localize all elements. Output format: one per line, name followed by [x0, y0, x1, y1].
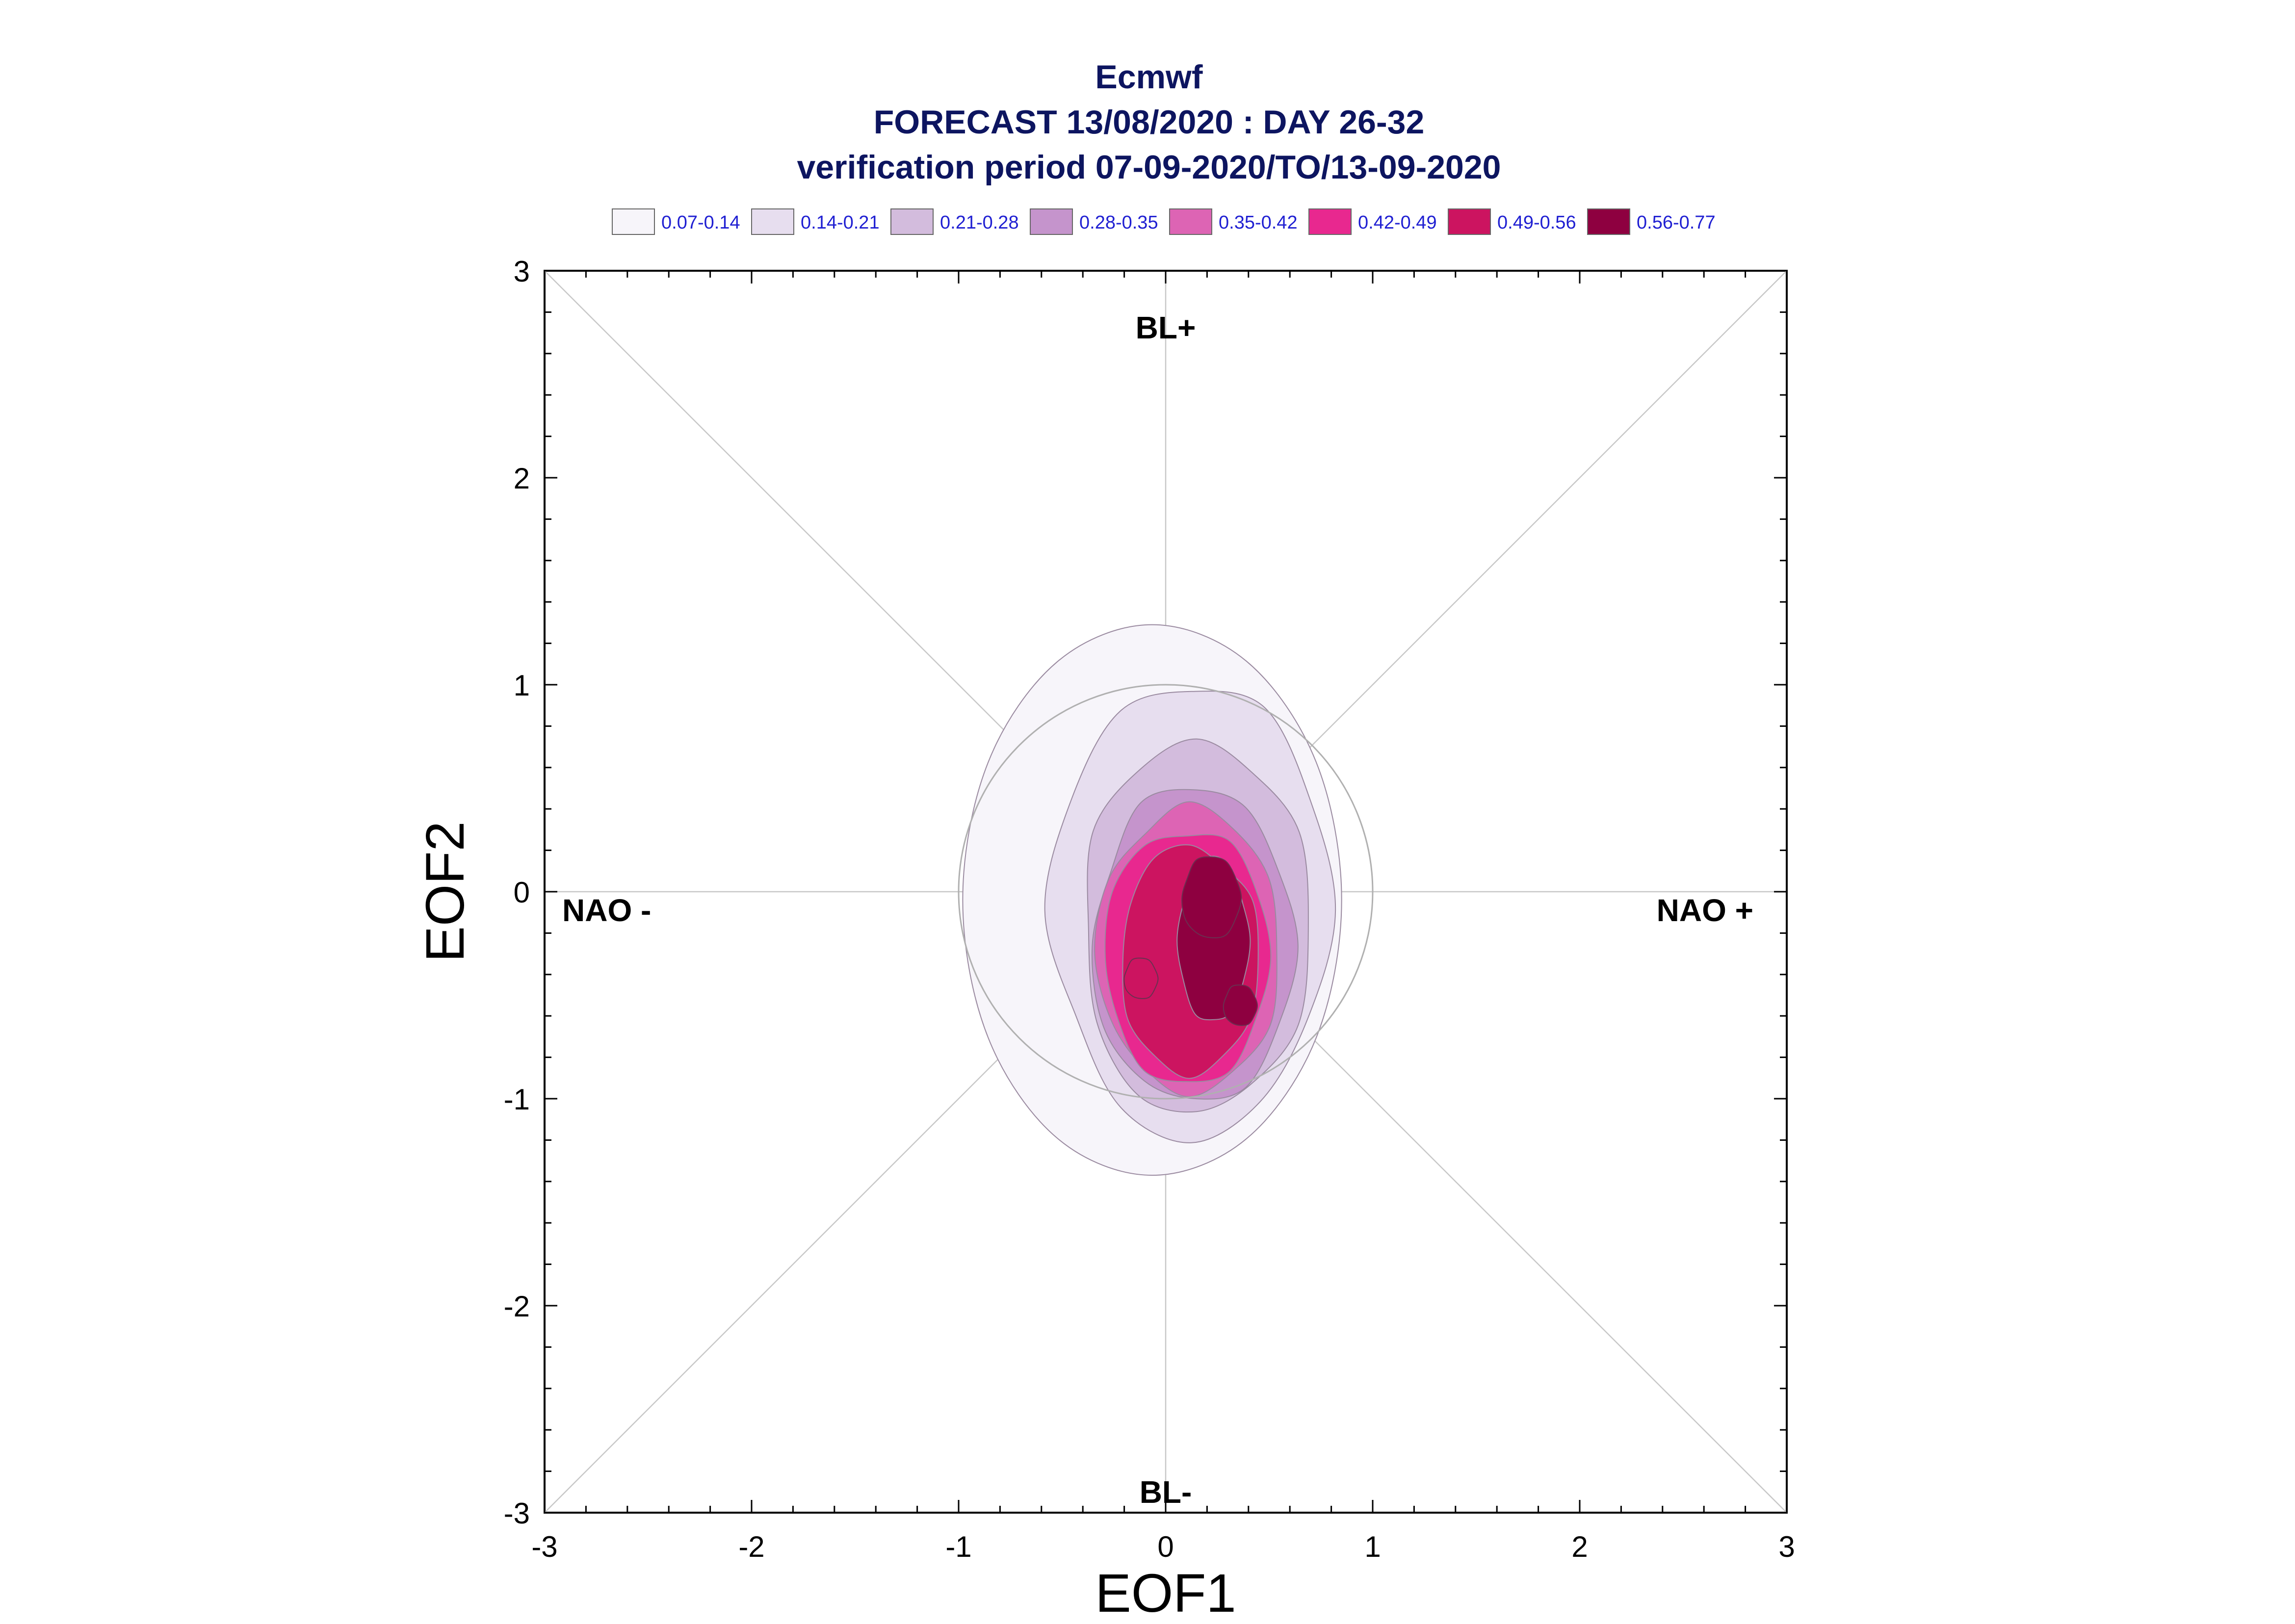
legend-item: 0.35-0.42	[1169, 208, 1298, 235]
x-tick-label: -1	[945, 1530, 971, 1563]
legend-item: 0.42-0.49	[1308, 208, 1437, 235]
legend-swatch	[1587, 208, 1630, 235]
legend-swatch	[751, 208, 794, 235]
density-contours	[962, 624, 1342, 1176]
y-tick-label: 0	[514, 876, 530, 909]
legend-swatch	[612, 208, 655, 235]
y-tick-label: 1	[514, 669, 530, 702]
legend-label: 0.42-0.49	[1358, 212, 1437, 233]
x-tick-label: 1	[1364, 1530, 1381, 1563]
y-tick-label: 2	[514, 462, 530, 495]
y-axis-title: EOF2	[415, 821, 475, 962]
legend-label: 0.56-0.77	[1637, 212, 1716, 233]
plot-area: -3 -2 -1 0 1 2 3 3 2 1 0 -1 -2 -3	[504, 255, 1795, 1563]
axis-ticks: -3 -2 -1 0 1 2 3 3 2 1 0 -1 -2 -3	[504, 255, 1795, 1563]
legend-swatch	[1169, 208, 1212, 235]
label-bl-plus: BL+	[1136, 310, 1196, 345]
x-tick-label: 0	[1157, 1530, 1174, 1563]
y-tick-label: 3	[514, 255, 530, 288]
density-peak	[1181, 856, 1242, 938]
title-line-3: verification period 07-09-2020/TO/13-09-…	[797, 149, 1501, 186]
legend-label: 0.21-0.28	[940, 212, 1019, 233]
reference-circle	[958, 684, 1374, 1100]
legend-label: 0.35-0.42	[1219, 212, 1298, 233]
legend: 0.07-0.14 0.14-0.21 0.21-0.28 0.28-0.35 0.35…	[612, 208, 1716, 235]
title-line-1: Ecmwf	[1095, 58, 1203, 96]
legend-swatch	[1030, 208, 1073, 235]
legend-swatch	[890, 208, 934, 235]
legend-label: 0.49-0.56	[1497, 212, 1576, 233]
label-nao-plus: NAO +	[1657, 893, 1753, 928]
legend-item: 0.07-0.14	[612, 208, 740, 235]
legend-label: 0.14-0.21	[801, 212, 880, 233]
y-tick-label: -2	[504, 1290, 530, 1323]
label-bl-minus: BL-	[1140, 1474, 1192, 1510]
x-tick-label: -2	[738, 1530, 764, 1563]
density-peak	[1223, 984, 1258, 1026]
y-tick-label: -1	[504, 1083, 530, 1116]
legend-item: 0.14-0.21	[751, 208, 880, 235]
legend-item: 0.28-0.35	[1030, 208, 1158, 235]
x-axis-title: EOF1	[1095, 1563, 1236, 1624]
legend-item: 0.56-0.77	[1587, 208, 1716, 235]
legend-label: 0.07-0.14	[661, 212, 740, 233]
y-tick-label: -3	[504, 1497, 530, 1530]
legend-item: 0.21-0.28	[890, 208, 1019, 235]
legend-swatch	[1448, 208, 1491, 235]
label-nao-minus: NAO -	[562, 893, 651, 928]
x-tick-label: 2	[1571, 1530, 1588, 1563]
legend-label: 0.28-0.35	[1079, 212, 1158, 233]
x-tick-label: 3	[1778, 1530, 1795, 1563]
legend-swatch	[1308, 208, 1352, 235]
legend-item: 0.49-0.56	[1448, 208, 1576, 235]
title-line-2: FORECAST 13/08/2020 : DAY 26-32	[874, 103, 1425, 141]
density-peak	[1123, 957, 1159, 999]
x-tick-label: -3	[531, 1530, 557, 1563]
